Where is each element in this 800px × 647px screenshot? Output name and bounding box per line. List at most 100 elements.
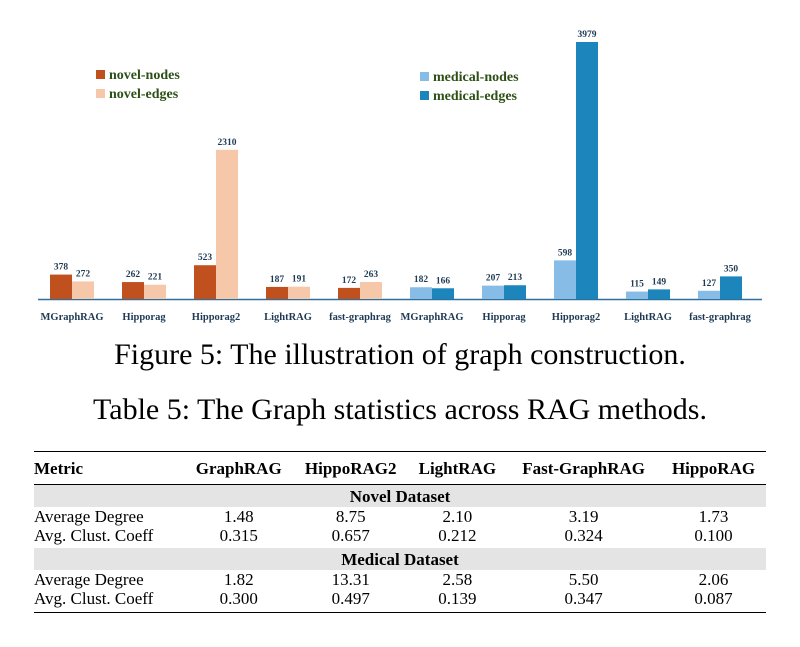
bar-novel-nodes-Hipporag xyxy=(122,282,144,299)
x-tick-label: MGraphRAG xyxy=(401,312,464,323)
header-hipporag2: HippoRAG2 xyxy=(292,451,409,485)
header-hipporag: HippoRAG xyxy=(661,451,766,485)
section-row-novel: Novel Dataset xyxy=(34,484,766,507)
bar-novel-edges-MGraphRAG xyxy=(72,281,94,299)
bar-medical-edges-Hipporag xyxy=(504,285,526,299)
table-cell: Average Degree xyxy=(34,570,144,589)
table-cell: 0.657 xyxy=(331,526,370,545)
table-cell: 13.31 xyxy=(331,570,370,589)
data-label: 182 xyxy=(414,275,429,285)
x-tick-label: fast-graphrag xyxy=(689,312,752,323)
header-lightrag: LightRAG xyxy=(408,451,507,485)
data-label: 262 xyxy=(126,270,141,280)
header-graphrag: GraphRAG xyxy=(184,451,293,485)
legend-swatch-medical-edges xyxy=(420,91,429,100)
data-label: 2310 xyxy=(218,138,237,148)
bar-medical-edges-LightRAG xyxy=(648,289,670,299)
bar-medical-nodes-fast-graphrag xyxy=(698,290,720,299)
table-cell: Avg. Clust. Coeff xyxy=(34,526,154,545)
table-cell: 0.100 xyxy=(694,526,733,545)
data-label: 272 xyxy=(76,269,91,279)
data-label: 149 xyxy=(652,277,667,287)
data-label: 172 xyxy=(342,276,357,286)
table-cell: Average Degree xyxy=(34,507,144,526)
table-cell: 0.315 xyxy=(219,526,258,545)
table-cell: Avg. Clust. Coeff xyxy=(34,589,185,613)
section-title-medical: Medical Dataset xyxy=(34,548,766,570)
legend-swatch-novel-edges xyxy=(96,89,105,98)
table-cell: 0.324 xyxy=(564,526,603,545)
data-label: 115 xyxy=(630,280,644,290)
x-tick-label: Hipporag xyxy=(122,312,166,323)
x-tick-label: LightRAG xyxy=(264,312,312,323)
bar-novel-edges-LightRAG xyxy=(288,286,310,299)
table-cell: 3.19 xyxy=(568,507,599,526)
table-cell: 0.087 xyxy=(661,589,766,613)
bar-medical-nodes-Hipporag2 xyxy=(554,260,576,299)
data-label: 263 xyxy=(364,270,379,280)
data-label: 221 xyxy=(148,273,163,283)
header-fast-graphrag: Fast-GraphRAG xyxy=(506,451,662,485)
bar-medical-nodes-MGraphRAG xyxy=(410,287,432,299)
section-title-novel: Novel Dataset xyxy=(34,484,766,507)
figure-caption: Figure 5: The illustration of graph cons… xyxy=(114,338,686,371)
header-metric: Metric xyxy=(34,451,185,485)
x-tick-label: fast-graphrag xyxy=(329,312,392,323)
data-label: 166 xyxy=(436,276,451,286)
bar-novel-nodes-fast-graphrag xyxy=(338,287,360,299)
data-label: 3979 xyxy=(578,30,597,40)
x-tick-label: Hipporag2 xyxy=(192,312,240,323)
table-cell: 2.06 xyxy=(698,570,729,589)
table-row: Avg. Clust. Coeff 0.315 0.657 0.212 0.32… xyxy=(34,526,766,545)
legend-swatch-novel-nodes xyxy=(96,70,105,79)
bar-chart: 378 272 MGraphRAG 262 221 Hipporag 523 2310 Hipp… xyxy=(38,30,762,323)
bar-novel-edges-fast-graphrag xyxy=(360,282,382,299)
table-cell: 1.73 xyxy=(698,507,729,526)
data-label: 127 xyxy=(702,279,717,289)
table-cell: 5.50 xyxy=(568,570,599,589)
bar-novel-edges-Hipporag2 xyxy=(216,149,238,299)
data-label: 598 xyxy=(558,248,573,258)
table-cell: 1.82 xyxy=(223,570,254,589)
table-cell: 0.139 xyxy=(408,589,507,613)
table-cell: 2.58 xyxy=(442,570,473,589)
table-cell: 0.347 xyxy=(506,589,662,613)
legend-label-medical-nodes: medical-nodes xyxy=(433,70,519,85)
bar-medical-edges-MGraphRAG xyxy=(432,288,454,299)
x-tick-label: Hipporag2 xyxy=(552,312,600,323)
data-label: 378 xyxy=(54,263,69,273)
x-tick-label: LightRAG xyxy=(624,312,672,323)
table-cell: 8.75 xyxy=(335,507,366,526)
x-tick-label: Hipporag xyxy=(482,312,526,323)
table-caption: Table 5: The Graph statistics across RAG… xyxy=(93,393,707,426)
graph-statistics-table: Metric GraphRAG HippoRAG2 LightRAG Fast-… xyxy=(34,451,766,613)
table-row: Avg. Clust. Coeff 0.300 0.497 0.139 0.34… xyxy=(34,589,766,613)
legend-swatch-medical-nodes xyxy=(420,72,429,81)
table-row: Average Degree 1.48 8.75 2.10 3.19 1.73 xyxy=(34,507,766,526)
table-cell: 0.212 xyxy=(438,526,477,545)
bar-medical-nodes-LightRAG xyxy=(626,291,648,299)
table-row: Average Degree 1.82 13.31 2.58 5.50 2.06 xyxy=(34,570,766,589)
bar-medical-edges-fast-graphrag xyxy=(720,276,742,299)
legend-label-medical-edges: medical-edges xyxy=(433,89,518,104)
data-label: 523 xyxy=(198,253,213,263)
data-label: 187 xyxy=(270,275,285,285)
table-header-row: Metric GraphRAG HippoRAG2 LightRAG Fast-… xyxy=(34,451,766,485)
x-tick-label: MGraphRAG xyxy=(41,312,104,323)
table-cell: 0.497 xyxy=(292,589,409,613)
data-label: 350 xyxy=(724,264,739,274)
data-label: 191 xyxy=(292,275,307,285)
data-label: 213 xyxy=(508,273,523,283)
bar-novel-edges-Hipporag xyxy=(144,284,166,299)
legend-label-novel-edges: novel-edges xyxy=(109,87,179,102)
bar-novel-nodes-MGraphRAG xyxy=(50,274,72,299)
bar-medical-nodes-Hipporag xyxy=(482,285,504,299)
section-row-medical: Medical Dataset xyxy=(34,548,766,570)
table-cell: 1.48 xyxy=(223,507,254,526)
bar-medical-edges-Hipporag2 xyxy=(576,42,598,299)
table-cell: 0.300 xyxy=(184,589,293,613)
bar-novel-nodes-Hipporag2 xyxy=(194,265,216,299)
legend-label-novel-nodes: novel-nodes xyxy=(109,68,180,83)
table-cell: 2.10 xyxy=(442,507,473,526)
data-label: 207 xyxy=(486,274,501,284)
